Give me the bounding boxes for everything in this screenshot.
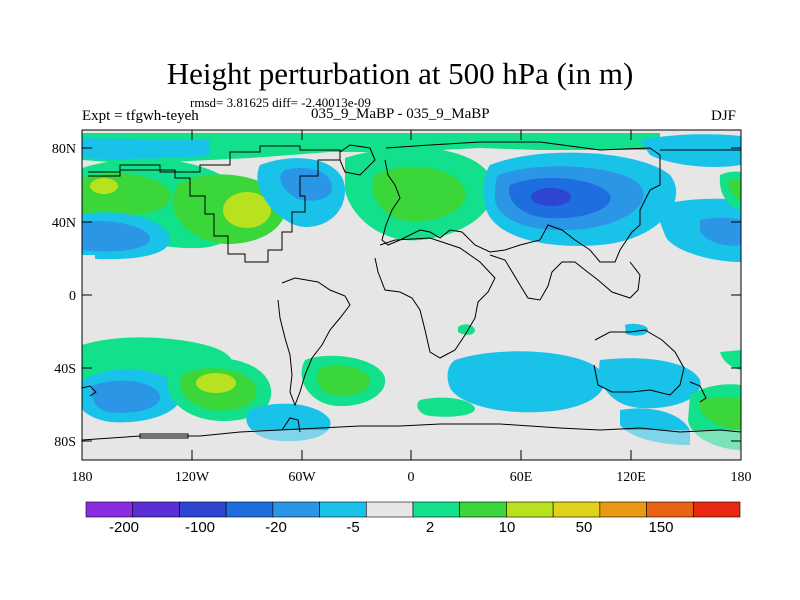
colorbar-tick-label: -200 — [109, 519, 139, 536]
x-tick-label: 120E — [616, 470, 646, 485]
x-tick-label: 180 — [72, 470, 93, 485]
colorbar-box — [320, 502, 367, 517]
positive-peak-north-pacific-west — [90, 178, 118, 194]
field-gap-west — [82, 255, 95, 262]
x-tick-label: 60W — [288, 470, 316, 485]
colorbar-box — [506, 502, 553, 517]
colorbar-tick-label: -5 — [346, 519, 359, 536]
colorbar-box — [273, 502, 320, 517]
colorbar-tick-label: -20 — [265, 519, 287, 536]
colorbar-box — [226, 502, 273, 517]
colorbar-box — [460, 502, 507, 517]
positive-peak-south-america — [196, 373, 236, 393]
y-tick-label: 40S — [54, 362, 76, 377]
colorbar-box — [86, 502, 133, 517]
colorbar-box — [553, 502, 600, 517]
y-tick-label: 80N — [52, 142, 76, 157]
map-figure: 80N 40N 0 40S 80S 180 120W 60W 0 60E 120… — [0, 0, 800, 600]
colorbar-tick-label: 150 — [648, 519, 673, 536]
colorbar-tick-label: -100 — [185, 519, 215, 536]
colorbar — [86, 502, 740, 517]
colorbar-box — [133, 502, 180, 517]
negative-peak-siberia — [531, 188, 571, 206]
colorbar-box — [179, 502, 226, 517]
x-tick-label: 0 — [408, 470, 415, 485]
y-tick-label: 40N — [52, 216, 76, 231]
colorbar-tick-label: 50 — [576, 519, 593, 536]
x-tick-label: 120W — [175, 470, 210, 485]
colorbar-tick-label: 10 — [499, 519, 516, 536]
map-field — [82, 130, 741, 460]
colorbar-box — [600, 502, 647, 517]
colorbar-labels: -200 -100 -20 -5 2 10 50 150 — [109, 519, 674, 536]
x-tick-label: 180 — [731, 470, 752, 485]
colorbar-box — [366, 502, 413, 517]
colorbar-box — [413, 502, 460, 517]
x-tick-label: 60E — [510, 470, 533, 485]
colorbar-box — [693, 502, 740, 517]
y-tick-label: 80S — [54, 435, 76, 450]
colorbar-tick-label: 2 — [426, 519, 434, 536]
colorbar-box — [647, 502, 694, 517]
negative-cell-arctic — [82, 138, 210, 160]
y-tick-label: 0 — [69, 289, 76, 304]
